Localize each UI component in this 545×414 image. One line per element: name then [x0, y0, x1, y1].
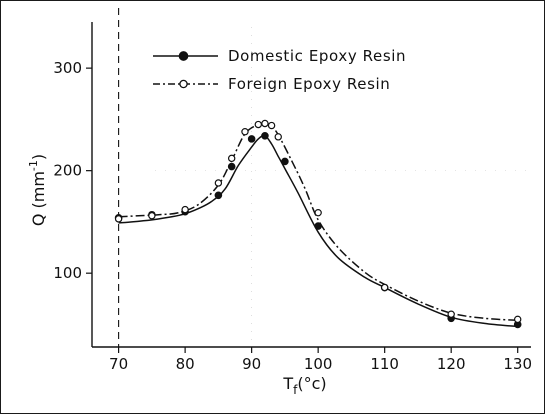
data-point-series-2	[261, 119, 269, 128]
data-point-series-2	[241, 128, 249, 136]
y-tick-label: 300	[53, 59, 82, 77]
x-tick-label: 110	[370, 355, 399, 373]
y-tick-label: 100	[53, 264, 82, 282]
data-point-series-1	[227, 162, 236, 171]
data-point-series-1	[281, 157, 289, 166]
legend-label-1: Domestic Epoxy Resin	[228, 47, 406, 65]
series-line-1	[118, 134, 518, 328]
data-point-series-2	[254, 120, 262, 129]
x-tick-label: 100	[304, 355, 333, 373]
data-point-series-1	[214, 191, 223, 200]
data-point-series-2	[447, 310, 455, 318]
data-point-series-2	[267, 121, 276, 130]
data-point-series-2	[227, 154, 236, 163]
series-markers	[114, 119, 522, 329]
data-point-series-2	[380, 283, 389, 292]
data-point-series-2	[148, 212, 156, 220]
legend-label-2: Foreign Epoxy Resin	[228, 75, 390, 93]
y-tick-label: 200	[53, 162, 82, 180]
data-point-series-2	[181, 205, 189, 214]
data-point-series-2	[513, 315, 522, 324]
data-point-series-2	[114, 215, 123, 223]
data-point-series-2	[314, 208, 322, 217]
legend-marker-1	[178, 51, 189, 61]
x-tick-label: 120	[437, 355, 466, 373]
series-line-2	[118, 122, 518, 322]
data-point-series-1	[261, 132, 269, 140]
legend-marker-2	[179, 79, 188, 89]
y-axis-label: Q (mm-1)	[27, 154, 48, 226]
x-axis-label: Tf(°c)	[282, 374, 326, 397]
axes	[91, 8, 531, 348]
x-tick-label: 130	[503, 355, 532, 373]
legend: Domestic Epoxy Resin Foreign Epoxy Resin	[153, 47, 406, 93]
data-point-series-2	[274, 133, 282, 141]
data-point-series-2	[214, 179, 223, 187]
x-tick-label: 80	[176, 355, 195, 373]
x-tick-label: 90	[242, 355, 261, 373]
data-point-series-1	[314, 222, 322, 230]
ticks: 70 80 90 100 110 120 130 100 200 300	[53, 59, 532, 373]
x-tick-label: 70	[109, 355, 128, 373]
data-point-series-1	[247, 135, 256, 143]
